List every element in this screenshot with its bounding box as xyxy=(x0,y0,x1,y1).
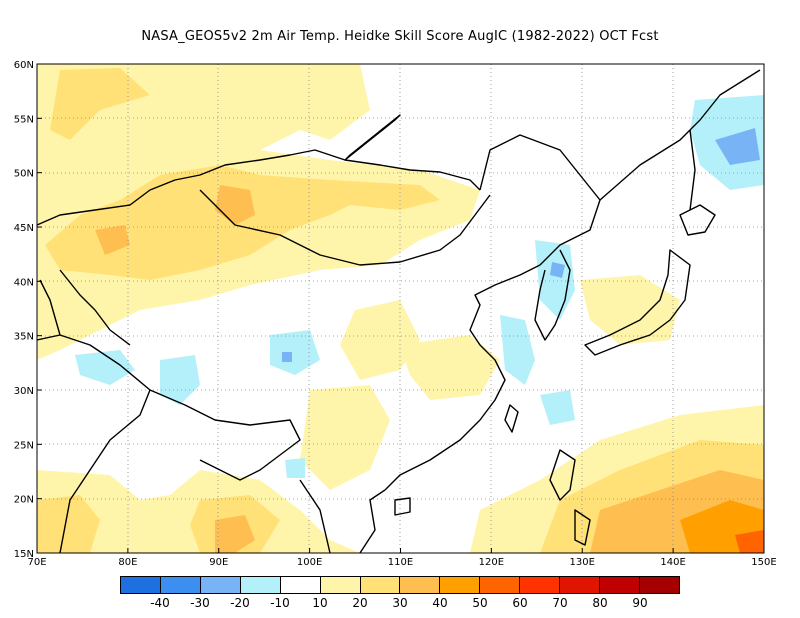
colorbar-label: 30 xyxy=(392,596,408,610)
colorbar-label: 80 xyxy=(592,596,608,610)
negative-skill-region xyxy=(270,330,320,375)
negative-skill-region xyxy=(715,128,760,165)
lat-tick-label: 55N xyxy=(14,114,34,125)
lat-tick-label: 25N xyxy=(14,440,34,451)
colorbar xyxy=(120,576,680,594)
colorbar-swatch xyxy=(520,577,561,593)
lat-tick-label: 15N xyxy=(14,549,34,560)
lat-tick-label: 20N xyxy=(14,495,34,506)
colorbar-swatch xyxy=(600,577,640,593)
grid-lines xyxy=(37,64,764,553)
colorbar-swatch xyxy=(160,577,201,593)
colorbar-label: -40 xyxy=(150,596,170,610)
lat-tick-label: 45N xyxy=(14,223,34,234)
positive-skill-region xyxy=(95,225,130,255)
colorbar-labels: -40 -30 -20 -10 10 20 30 40 50 60 70 80 90 xyxy=(120,596,680,610)
colorbar-swatch xyxy=(121,577,161,593)
colorbar-swatch xyxy=(240,577,281,593)
colorbar-swatch xyxy=(560,577,601,593)
lat-tick-label: 60N xyxy=(14,60,34,71)
colorbar-swatch xyxy=(360,577,401,593)
negative-skill-region xyxy=(550,262,565,278)
lon-tick-label: 140E xyxy=(660,557,685,568)
negative-skill-region xyxy=(160,355,200,405)
positive-skill-region xyxy=(37,495,100,553)
positive-skill-region xyxy=(300,385,390,490)
colorbar-label: -20 xyxy=(230,596,250,610)
colorbar-swatch xyxy=(440,577,481,593)
latitude-axis: 15N 20N 25N 30N 35N 40N 45N 50N 55N 60N xyxy=(14,60,42,560)
positive-skill-region xyxy=(50,68,150,140)
longitude-axis: 70E 80E 90E 100E 110E 120E 130E 140E 150E xyxy=(27,548,777,568)
colorbar-swatch xyxy=(320,577,361,593)
colorbar-label: 10 xyxy=(312,596,328,610)
lon-tick-label: 110E xyxy=(388,557,413,568)
chart-title: NASA_GEOS5v2 2m Air Temp. Heidke Skill S… xyxy=(141,29,659,44)
negative-skill-region xyxy=(500,315,535,385)
positive-skill-region xyxy=(45,165,360,280)
positive-skill-region xyxy=(735,530,764,553)
lon-tick-label: 70E xyxy=(27,557,46,568)
lon-tick-label: 80E xyxy=(118,557,137,568)
colorbar-label: -10 xyxy=(270,596,290,610)
positive-skill-region xyxy=(400,335,500,400)
lon-tick-label: 100E xyxy=(297,557,322,568)
lat-tick-label: 50N xyxy=(14,169,34,180)
lon-tick-label: 90E xyxy=(209,557,228,568)
lon-tick-label: 130E xyxy=(570,557,595,568)
colorbar-label: 40 xyxy=(432,596,448,610)
positive-skill-region xyxy=(580,275,680,345)
colorbar-swatch xyxy=(400,577,441,593)
lon-tick-label: 120E xyxy=(479,557,504,568)
negative-skill-region xyxy=(540,390,575,425)
colorbar-label: 50 xyxy=(472,596,488,610)
lat-tick-label: 35N xyxy=(14,332,34,343)
negative-skill-region xyxy=(75,350,135,385)
colorbar-swatch xyxy=(480,577,521,593)
colorbar-label: -30 xyxy=(190,596,210,610)
negative-skill-region xyxy=(282,352,292,362)
lon-tick-label: 150E xyxy=(751,557,776,568)
lat-tick-label: 40N xyxy=(14,277,34,288)
positive-skill-region xyxy=(215,515,255,553)
colorbar-label: 60 xyxy=(512,596,528,610)
positive-skill-region xyxy=(330,180,440,210)
coastlines xyxy=(37,69,761,553)
colorbar-label: 20 xyxy=(352,596,368,610)
colorbar-swatch xyxy=(280,577,321,593)
negative-skill-region xyxy=(285,458,305,478)
colorbar-swatch xyxy=(200,577,241,593)
colorbar-label: 70 xyxy=(552,596,568,610)
lat-tick-label: 30N xyxy=(14,386,34,397)
colorbar-label: 90 xyxy=(632,596,648,610)
colorbar-swatch xyxy=(639,577,679,593)
